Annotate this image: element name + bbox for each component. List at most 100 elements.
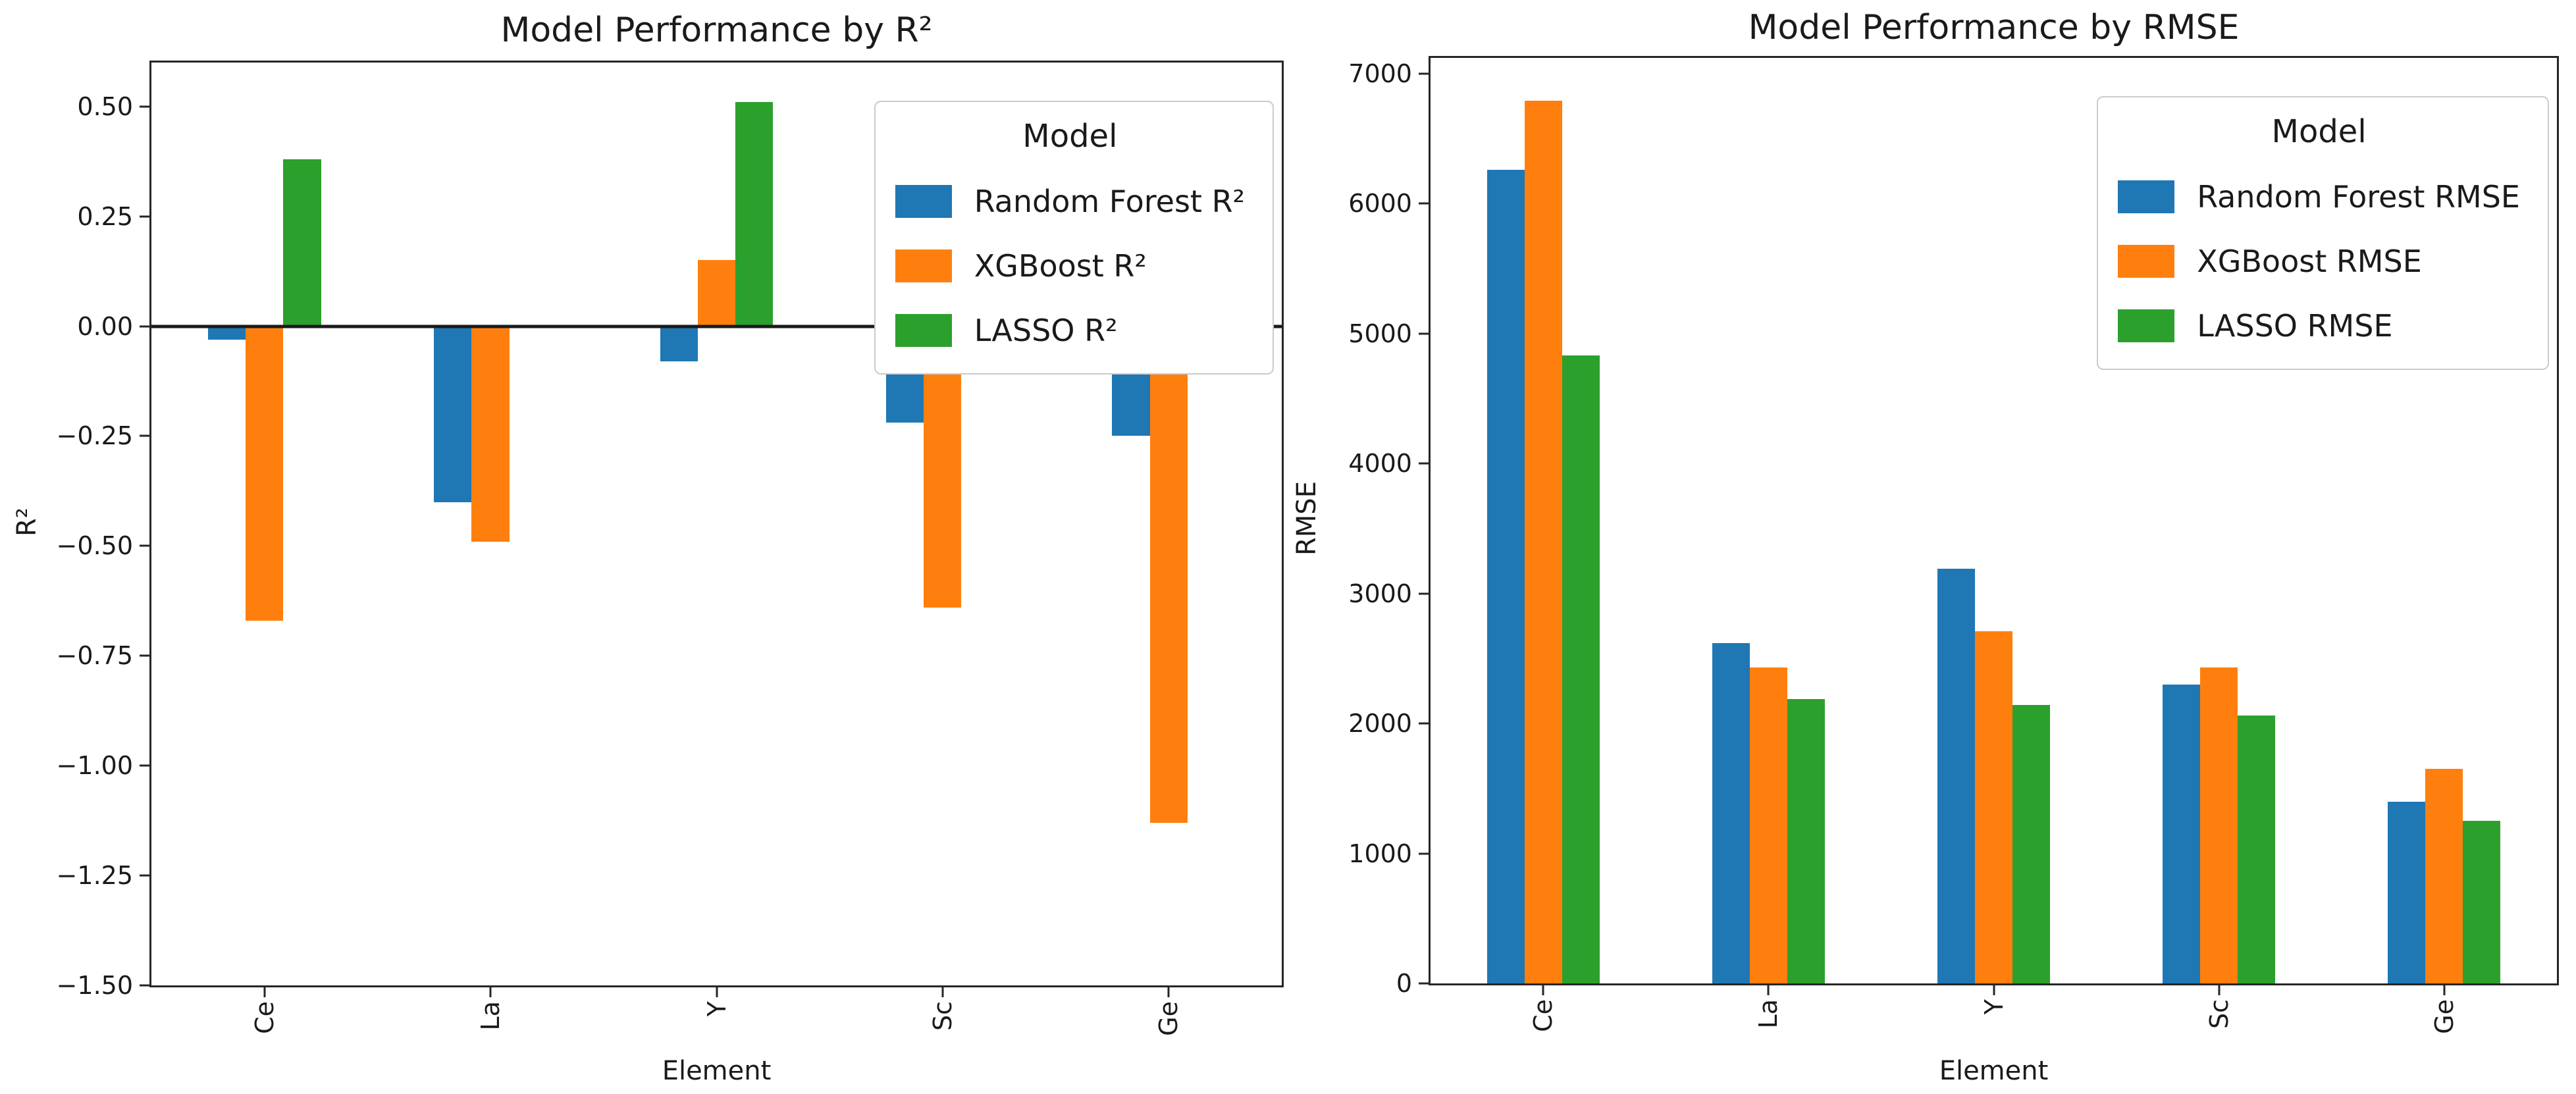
- y-axis-tick: [1419, 332, 1429, 335]
- x-tick-label-ge: Ge: [2429, 999, 2459, 1034]
- y-tick-label: −1.00: [56, 751, 133, 781]
- y-tick-label: 3000: [1348, 579, 1412, 608]
- x-axis-tick: [941, 987, 944, 997]
- x-tick-label-ge: Ge: [1154, 1001, 1184, 1036]
- legend-row: LASSO R²: [895, 313, 1245, 348]
- x-axis-tick: [716, 987, 718, 997]
- x-tick-label-sc: Sc: [928, 1001, 957, 1031]
- bar-La-random-forest-r-: [434, 326, 472, 502]
- y-axis-tick: [1419, 592, 1429, 595]
- y-tick-label: −1.50: [56, 971, 133, 1000]
- y-axis-tick: [140, 434, 149, 437]
- y-axis-tick: [1419, 982, 1429, 985]
- rmse-chart-panel: Model Performance by RMSE RMSE Model Ran…: [1288, 0, 2576, 1094]
- legend-label: Random Forest R²: [974, 184, 1245, 219]
- zero-baseline: [151, 325, 1282, 328]
- bar-Ge-lasso-rmse: [2463, 821, 2501, 983]
- x-tick-label-ce: Ce: [1529, 999, 1558, 1032]
- legend-label: LASSO R²: [974, 313, 1118, 348]
- r2-x-axis-label: Element: [662, 1056, 772, 1086]
- bar-Y-xgboost-r-: [697, 260, 736, 326]
- y-tick-label: 4000: [1348, 449, 1412, 479]
- x-axis-tick: [1993, 985, 1995, 995]
- bar-Sc-lasso-rmse: [2238, 716, 2276, 983]
- lasso-swatch: [895, 314, 952, 347]
- x-tick-label-y: Y: [1979, 999, 2009, 1015]
- x-tick-label-la: La: [476, 1001, 506, 1031]
- r2-chart-panel: Model Performance by R² R² Model Random …: [12, 11, 1284, 1086]
- bar-Ce-random-forest-r-: [207, 326, 246, 340]
- r2-legend: Model Random Forest R² XGBoost R² LASSO …: [874, 101, 1274, 375]
- y-tick-label: 0.00: [77, 311, 133, 341]
- bar-Ce-lasso-rmse: [1562, 355, 1600, 983]
- legend-label: XGBoost R²: [974, 248, 1147, 284]
- legend-label: LASSO RMSE: [2197, 308, 2393, 344]
- random-forest-swatch: [2118, 180, 2175, 213]
- bar-Ce-random-forest-rmse: [1486, 169, 1525, 983]
- y-tick-label: −0.25: [56, 421, 133, 451]
- y-axis-tick: [1419, 722, 1429, 725]
- y-tick-label: 0: [1396, 969, 1412, 998]
- bar-La-xgboost-rmse: [1749, 667, 1787, 983]
- random-forest-swatch: [895, 185, 952, 218]
- bar-Y-random-forest-r-: [660, 326, 698, 361]
- y-axis-tick: [140, 105, 149, 108]
- y-axis-tick: [140, 215, 149, 218]
- legend-label: XGBoost RMSE: [2197, 244, 2422, 279]
- x-axis-tick: [1767, 985, 1770, 995]
- x-tick-label-y: Y: [702, 1001, 731, 1017]
- x-axis-tick: [1167, 987, 1170, 997]
- legend-label: Random Forest RMSE: [2197, 179, 2520, 215]
- y-axis-tick: [140, 984, 149, 987]
- y-tick-label: −0.75: [56, 641, 133, 671]
- legend-row: XGBoost R²: [895, 248, 1245, 284]
- x-axis-tick: [489, 987, 492, 997]
- y-tick-label: 5000: [1348, 319, 1412, 348]
- x-tick-label-ce: Ce: [250, 1001, 279, 1034]
- rmse-plot-area: Model Random Forest RMSE XGBoost RMSE LA…: [1348, 56, 2559, 1034]
- y-tick-label: 7000: [1348, 59, 1412, 88]
- rmse-x-axis-label: Element: [1939, 1056, 2049, 1086]
- bar-Ge-xgboost-r-: [1149, 326, 1188, 823]
- bar-Y-lasso-rmse: [2012, 705, 2051, 983]
- lasso-swatch: [2118, 309, 2175, 342]
- x-axis-tick: [2443, 985, 2446, 995]
- bar-Ce-lasso-r-: [283, 159, 321, 326]
- bar-Ge-random-forest-rmse: [2388, 801, 2426, 983]
- y-axis-tick: [1419, 202, 1429, 205]
- bar-Ce-xgboost-rmse: [1524, 101, 1562, 983]
- y-tick-label: 0.50: [77, 91, 133, 121]
- legend-title: Model: [2271, 113, 2367, 150]
- y-axis-tick: [140, 764, 149, 767]
- legend-title: Model: [1022, 118, 1118, 155]
- bar-La-lasso-rmse: [1787, 698, 1825, 983]
- y-axis-tick: [140, 544, 149, 547]
- rmse-y-axis-label: RMSE: [1292, 481, 1322, 556]
- bar-Y-xgboost-rmse: [1974, 631, 2012, 983]
- r2-plot-area: Model Random Forest R² XGBoost R² LASSO …: [57, 61, 1284, 1036]
- x-axis-tick: [1542, 985, 1544, 995]
- legend-row: LASSO RMSE: [2118, 308, 2520, 344]
- y-axis-tick: [140, 325, 149, 328]
- y-tick-label: 2000: [1348, 709, 1412, 739]
- y-tick-label: 1000: [1348, 839, 1412, 868]
- x-axis-tick: [2218, 985, 2221, 995]
- rmse-chart-title: Model Performance by RMSE: [1748, 8, 2240, 47]
- xgboost-swatch: [2118, 245, 2175, 278]
- x-axis-tick: [263, 987, 266, 997]
- r2-chart-title: Model Performance by R²: [500, 11, 933, 50]
- y-tick-label: 0.25: [77, 201, 133, 231]
- bar-Y-lasso-r-: [735, 102, 774, 326]
- y-axis-tick: [140, 874, 149, 877]
- y-tick-label: 6000: [1348, 189, 1412, 219]
- bar-Ge-xgboost-rmse: [2425, 769, 2463, 983]
- x-tick-label-sc: Sc: [2204, 999, 2234, 1029]
- y-axis-tick: [1419, 852, 1429, 855]
- y-tick-label: −0.50: [56, 531, 133, 561]
- rmse-legend: Model Random Forest RMSE XGBoost RMSE LA…: [2097, 96, 2549, 370]
- y-axis-tick: [140, 654, 149, 657]
- r2-y-axis-label: R²: [12, 508, 42, 536]
- xgboost-swatch: [895, 249, 952, 282]
- y-axis-tick: [1419, 462, 1429, 465]
